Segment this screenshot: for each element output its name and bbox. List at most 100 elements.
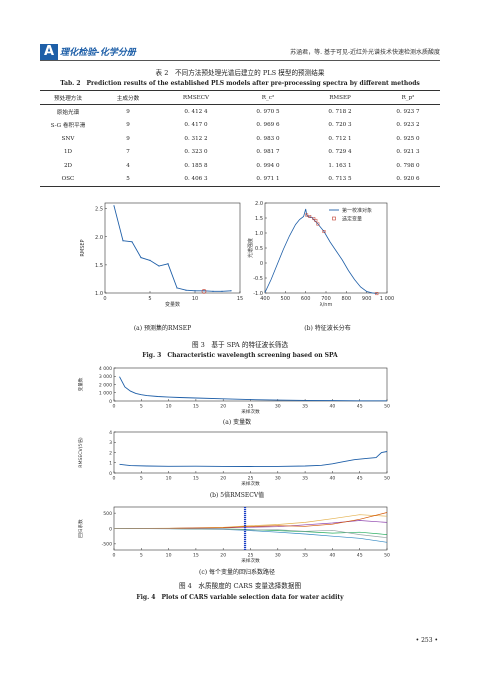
col-header: R_p² — [401, 94, 415, 101]
selected-variable-marker — [305, 213, 309, 217]
x-tick-label: 50 — [384, 404, 390, 410]
table-cell: 9 — [126, 122, 130, 129]
x-tick-label: 5 — [140, 404, 143, 410]
table-cell: 0. 923 2 — [396, 122, 420, 129]
x-tick-label: 1 000 — [380, 296, 394, 302]
table-title-cn: 表 2 不同方法预处理光谱后建立的 PLS 模型的预测结果 — [155, 69, 325, 77]
plot-frame — [264, 202, 388, 294]
journal-logo: A — [40, 44, 58, 60]
x-tick-label: 0 — [113, 476, 116, 482]
col-header: 主成分数 — [116, 95, 140, 102]
x-tick-label: 800 — [342, 296, 352, 302]
y-tick-label: 1 — [109, 461, 112, 467]
table-row: 2D 4 0. 185 8 0. 994 0 1. 163 1 0. 798 0 — [40, 159, 440, 172]
optimal-marker — [201, 288, 207, 294]
rmsep-point — [122, 240, 124, 242]
x-tick-label: 0 — [103, 296, 106, 302]
plot-frame — [104, 202, 241, 294]
table-cell: 原始光谱 — [56, 110, 80, 117]
table-cell: S-G 卷积平滑 — [50, 123, 86, 130]
rmsep-point — [149, 259, 151, 261]
variable-count-line — [119, 376, 387, 402]
y-tick-label: 1.0 — [255, 231, 263, 237]
x-tick-label: 35 — [302, 476, 308, 482]
rmsep-point — [212, 290, 214, 292]
table-cell: 0. 798 0 — [396, 162, 420, 169]
coefficient-path — [113, 512, 388, 529]
x-tick-label: 5 — [140, 553, 143, 559]
x-tick-label: 45 — [357, 553, 363, 559]
table-cell: 9 — [126, 135, 130, 142]
x-tick-label: 15 — [193, 404, 199, 410]
rmsep-point — [158, 265, 160, 267]
x-tick-label: 10 — [192, 296, 198, 302]
table-cell: 0. 713 5 — [328, 176, 352, 183]
y-tick-label: 2 — [109, 450, 112, 456]
x-tick-label: 15 — [237, 296, 243, 302]
table-cell: 0. 312 2 — [184, 135, 208, 142]
x-tick-label: 10 — [166, 476, 172, 482]
table-cell: 0. 969 6 — [256, 122, 280, 129]
table-cell: 0. 729 4 — [328, 149, 352, 156]
x-axis-label: 采样次数 — [241, 557, 260, 564]
x-tick-label: 50 — [384, 476, 390, 482]
y-tick-label: 2.0 — [95, 235, 103, 241]
x-tick-label: 35 — [302, 553, 308, 559]
rmsep-point — [140, 256, 142, 259]
fig4b-caption: (b) 5倍RMSECV值 — [209, 492, 265, 499]
y-tick-label: 500 — [103, 511, 112, 517]
fig4a-chart: 0 5 10 15 20 25 30 35 40 45 50 0 1 000 2 000 3 000 4 00… — [77, 366, 390, 415]
x-tick-label: 30 — [275, 553, 281, 559]
y-tick-label: 0 — [109, 399, 112, 405]
table-cell: 7 — [126, 149, 130, 156]
table-cell: 0. 971 1 — [256, 176, 280, 183]
y-tick-label: 1.5 — [95, 263, 103, 269]
results-table: 预处理方法 主成分数 RMSECV R_c² RMSEP R_p² 原始光谱 9 0… — [40, 90, 440, 187]
fig4c-caption: (c) 每个变量的回归系数路径 — [199, 569, 275, 576]
fig3a-caption: (a) 预测集的RMSEP — [133, 325, 192, 332]
fig4b-chart: 0 5 10 15 20 25 30 35 40 45 50 0 1 2 3 4 采样次数 RMSECV(5倍) — [77, 430, 390, 487]
x-tick-label: 35 — [302, 404, 308, 410]
rmsep-line — [113, 205, 232, 292]
table-cell: 0. 185 8 — [184, 162, 208, 169]
y-tick-label: 2.0 — [255, 201, 263, 207]
rmsep-point — [221, 290, 223, 292]
table-cell: 0. 712 1 — [328, 135, 352, 142]
table-cell: 0. 981 7 — [256, 149, 280, 156]
x-tick-label: 40 — [329, 404, 335, 410]
x-tick-label: 600 — [301, 296, 311, 302]
selected-variable-marker — [316, 222, 320, 226]
spectrum-line — [264, 208, 377, 294]
table-cell: 0. 921 3 — [396, 149, 420, 156]
x-tick-label: 500 — [281, 296, 291, 302]
col-header: R_c² — [261, 94, 275, 101]
selected-variable-marker — [314, 218, 318, 222]
page-number: • 253 • — [415, 637, 438, 644]
table-row: 1D 7 0. 323 0 0. 981 7 0. 729 4 0. 921 3 — [40, 146, 440, 159]
y-axis-label: 回归系数 — [77, 519, 84, 538]
y-tick-label: 1 000 — [99, 391, 112, 397]
x-tick-label: 45 — [357, 476, 363, 482]
x-tick-label: 0 — [113, 553, 116, 559]
x-tick-label: 10 — [166, 404, 172, 410]
x-tick-label: 25 — [248, 553, 254, 559]
table-cell: 5 — [126, 176, 130, 183]
table-cell: 0. 925 0 — [396, 135, 420, 142]
rmsep-point — [230, 290, 232, 292]
table-cell: 0. 417 0 — [184, 122, 208, 129]
y-tick-label: 3 000 — [99, 374, 112, 380]
x-tick-label: 10 — [166, 553, 172, 559]
x-tick-label: 400 — [260, 296, 270, 302]
rmsecv-line — [119, 451, 388, 467]
x-tick-label: 0 — [113, 404, 116, 410]
table-cell: 0. 406 3 — [184, 176, 208, 183]
col-header: 预处理方法 — [54, 95, 82, 102]
y-axis-label: RMSEP — [80, 239, 86, 256]
table-body: 原始光谱 9 0. 412 4 0. 970 5 0. 718 2 0. 923 7 S-G… — [40, 105, 440, 187]
y-axis-label: RMSECV(5倍) — [77, 437, 84, 468]
y-tick-label: 1.5 — [255, 216, 263, 222]
y-tick-label: 4 — [109, 430, 112, 436]
table-cell: OSC — [61, 176, 75, 183]
x-tick-label: 20 — [220, 476, 226, 482]
x-tick-label: 5 — [148, 296, 151, 302]
